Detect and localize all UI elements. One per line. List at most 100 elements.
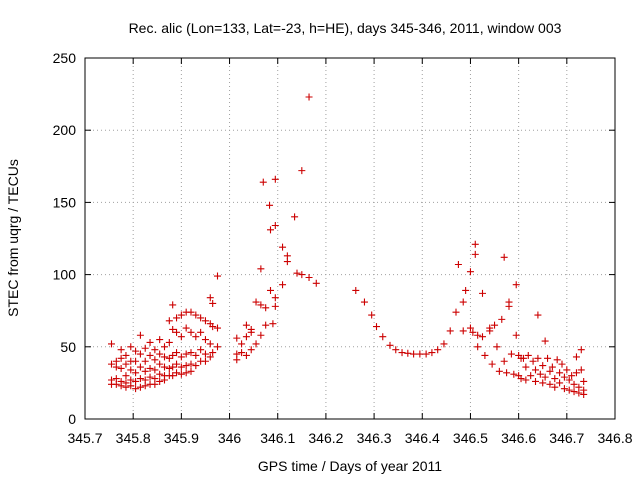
data-point [132,357,140,365]
data-point [454,260,462,268]
data-point [242,333,250,341]
data-point [580,377,588,385]
data-point [173,369,181,377]
data-point [536,370,544,378]
y-tick-label: 50 [60,339,76,355]
grid-lines [85,58,615,419]
data-point [192,333,200,341]
data-point [560,385,568,393]
data-point [132,385,140,393]
chart-title: Rec. alic (Lon=133, Lat=-23, h=HE), days… [129,20,562,36]
data-point [112,380,120,388]
data-point [279,243,287,251]
data-point [471,250,479,258]
data-point [541,373,549,381]
data-point [271,175,279,183]
data-point [169,351,177,359]
x-tick-label: 346.1 [260,430,295,446]
data-point [416,350,424,358]
data-point [238,340,246,348]
data-point [539,362,547,370]
data-point [271,302,279,310]
data-point [386,341,394,349]
data-point [201,336,209,344]
data-point [379,333,387,341]
data-point [293,269,301,277]
data-point [565,376,573,384]
data-point [257,265,265,273]
x-tick-label: 346.5 [453,430,488,446]
data-point [267,286,274,294]
data-point [428,349,436,357]
data-point [132,369,140,377]
data-point [238,349,246,357]
data-point [247,328,255,336]
data-point [558,360,566,368]
data-point [141,344,149,352]
y-tick-label: 200 [53,122,77,138]
data-point [146,373,154,381]
data-point [553,356,561,364]
data-point [572,353,580,361]
data-point [556,379,564,387]
data-point [404,349,412,357]
data-point [305,93,313,101]
data-point [298,167,306,175]
data-point [169,372,177,380]
data-point [161,353,168,361]
data-point [117,364,125,372]
axis-ticks: 345.7 345.8 345.9 346 346.1 346.2 346.3 346.4 34… [53,50,633,446]
data-point [522,363,530,371]
data-point [551,375,559,383]
y-tick-label: 150 [53,194,77,210]
data-point [182,350,190,358]
data-point [575,389,583,397]
data-point [127,366,135,374]
data-point [577,346,585,354]
x-tick-label: 346.7 [549,430,584,446]
data-point [462,286,470,294]
data-point [283,258,291,266]
data-point [201,350,209,358]
data-point [471,240,479,248]
data-point [247,346,255,354]
data-point [151,380,159,388]
data-point [466,324,474,332]
data-point [488,360,496,368]
y-tick-label: 250 [53,50,77,66]
x-tick-label: 346.2 [308,430,343,446]
y-axis-label: STEC from uqrg / TECUs [5,159,21,317]
data-point [233,356,241,364]
data-point [182,324,190,332]
data-point [546,367,554,375]
data-point [161,376,168,384]
data-point [469,328,477,336]
data-point [136,363,144,371]
data-point [503,369,511,377]
data-point [108,340,115,348]
data-point [262,304,270,312]
data-point [565,386,573,394]
data-point [532,377,539,385]
data-point [398,349,406,357]
data-point [122,360,130,368]
data-point [493,343,501,351]
x-tick-label: 345.7 [67,430,102,446]
data-point [466,268,474,276]
data-point [127,382,135,390]
data-point [570,388,578,396]
data-point [136,375,144,383]
data-point [151,346,159,354]
data-point [187,349,195,357]
data-point [192,362,200,370]
data-point [556,369,564,377]
data-point [177,333,185,341]
data-points [108,93,588,398]
data-point [479,289,486,297]
x-tick-label: 346.4 [405,430,440,446]
data-point [474,343,482,351]
data-point [209,349,217,357]
data-point [532,366,539,374]
data-point [479,333,486,341]
data-point [544,354,552,362]
